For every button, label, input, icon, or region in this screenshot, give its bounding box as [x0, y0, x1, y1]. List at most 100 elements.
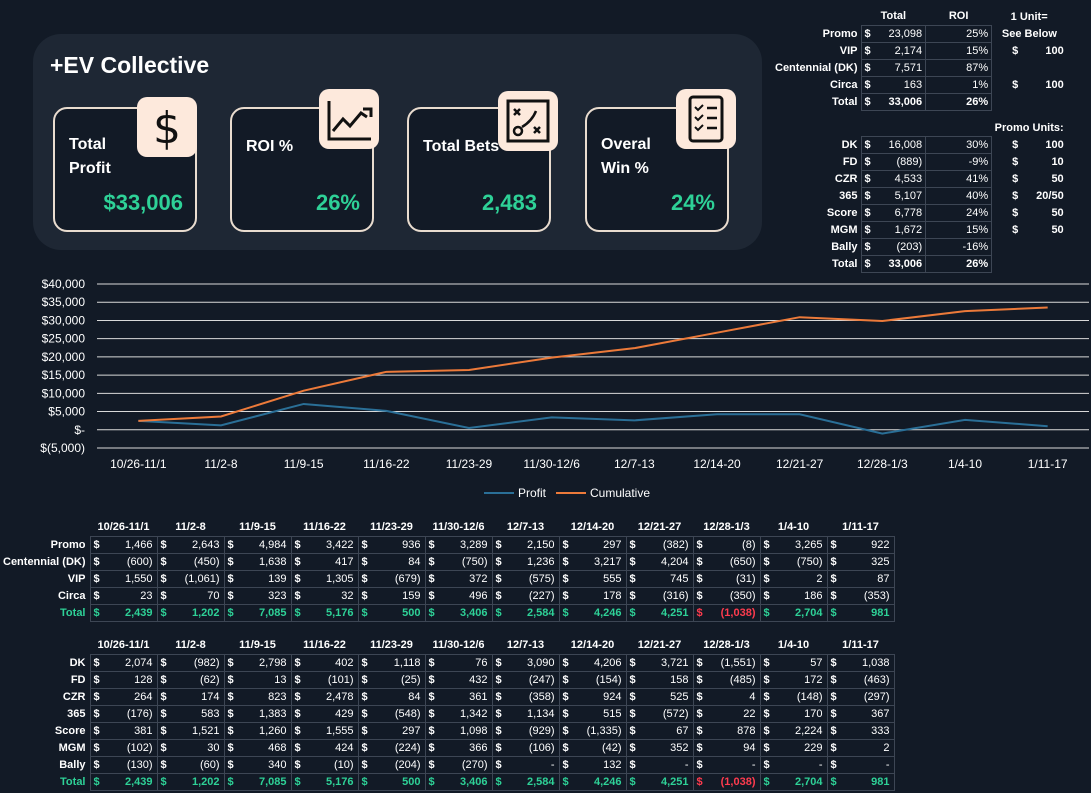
cell-value: 3,090 — [504, 653, 560, 672]
row-label: CZR — [62, 690, 86, 703]
row-label: DK — [69, 656, 86, 669]
cell-value: (1,551) — [705, 653, 761, 672]
week-header: 11/23-29 — [370, 521, 413, 534]
cell-value: 583 — [169, 704, 225, 723]
cell-value: - — [504, 755, 560, 774]
unit-dollar: $ — [1012, 206, 1019, 219]
weekly-group-table: 10/26-11/1 11/2-8 11/9-15 11/16-22 11/23-29 1… — [0, 519, 895, 622]
dollar-sign: $ — [625, 535, 638, 554]
dollar-sign: $ — [491, 687, 504, 706]
dollar-sign: $ — [223, 721, 236, 740]
week-header: 1/4-10 — [777, 521, 810, 534]
weekly-book-table: 10/26-11/1 11/2-8 11/9-15 11/16-22 11/23-29 1… — [0, 637, 895, 791]
book-roi: 26% — [925, 254, 993, 273]
dollar-sign: $ — [223, 755, 236, 774]
dollar-sign: $ — [625, 653, 638, 672]
dollar-sign: $ — [89, 535, 102, 554]
dollar-sign: $ — [759, 687, 772, 706]
dollar-sign: $ — [692, 772, 705, 791]
row-label: Centennial (DK) — [3, 555, 86, 568]
y-tick-label: $10,000 — [42, 386, 86, 400]
row-label: VIP — [67, 572, 86, 585]
kpi-value: 26% — [315, 190, 360, 215]
dollar-sign: $ — [826, 653, 839, 672]
y-tick-label: $40,000 — [42, 277, 86, 291]
dollar-sign: $ — [89, 653, 102, 672]
book-roi: 30% — [925, 135, 993, 154]
dollar-sign: $ — [491, 738, 504, 757]
header-unit: 1 Unit= — [1010, 10, 1048, 23]
dollar-sign: $ — [625, 772, 638, 791]
row-roi: 25% — [925, 24, 993, 43]
cell-value: 159 — [370, 586, 426, 605]
week-header: 11/9-15 — [239, 639, 276, 652]
row-label: Promo — [822, 27, 858, 40]
cell-value: 87 — [839, 569, 895, 588]
dollar-sign: $ — [357, 670, 370, 689]
dollar-sign: $ — [424, 552, 437, 571]
book-label: 365 — [839, 189, 858, 202]
dollar-sign: $ — [759, 755, 772, 774]
dollar-sign: $ — [223, 772, 236, 791]
dollar-sign: $ — [156, 552, 169, 571]
dollar-sign: $ — [692, 586, 705, 605]
row-label: Total — [60, 606, 86, 619]
cell-value: (25) — [370, 670, 426, 689]
cell-value: 297 — [571, 535, 627, 554]
dollar-sign: $ — [357, 721, 370, 740]
book-total: 16,008 — [873, 135, 927, 154]
cell-value: (247) — [504, 670, 560, 689]
unit-dollar: $ — [1012, 172, 1019, 185]
cell-value: (204) — [370, 755, 426, 774]
cell-value: 823 — [236, 687, 292, 706]
cell-value: 924 — [571, 687, 627, 706]
cell-value: 178 — [571, 586, 627, 605]
dollar-sign: $ — [826, 569, 839, 588]
dollar-sign: $ — [558, 721, 571, 740]
row-label: Total — [60, 775, 86, 788]
cell-value: 186 — [772, 586, 828, 605]
book-label: Bally — [831, 240, 858, 253]
dollar-sign: $ — [156, 704, 169, 723]
row-total: 23,098 — [873, 24, 927, 43]
dollar-sign: $ — [625, 552, 638, 571]
dollar-sign: $ — [89, 772, 102, 791]
dollar-sign: $ — [290, 687, 303, 706]
dollar-sign: $ — [625, 704, 638, 723]
x-tick-label: 12/14-20 — [693, 457, 741, 471]
week-header: 12/7-13 — [506, 521, 545, 534]
cell-value: 5,176 — [303, 772, 359, 791]
week-header: 10/26-11/1 — [97, 639, 150, 652]
row-total: 2,174 — [873, 41, 927, 60]
profit-line-chart: $(5,000) $- $5,000 $10,000 $15,000 $20,000 $25… — [40, 277, 1089, 500]
cell-value: 2,150 — [504, 535, 560, 554]
dollar-sign: $ — [625, 721, 638, 740]
week-header: 12/28-1/3 — [703, 521, 750, 534]
dollar-sign: $ — [89, 755, 102, 774]
unit-value: 50 — [1051, 223, 1064, 236]
cell-value: (106) — [504, 738, 560, 757]
dollar-sign: $ — [89, 552, 102, 571]
cell-value: 5,176 — [303, 603, 359, 622]
row-label: Bally — [59, 758, 86, 771]
cell-value: 13 — [236, 670, 292, 689]
dollar-sign: $ — [156, 653, 169, 672]
dollar-sign: $ — [625, 738, 638, 757]
see-below-note: See Below — [1001, 27, 1057, 40]
row-label: VIP — [839, 44, 858, 57]
cell-value: (353) — [839, 586, 895, 605]
dollar-sign: $ — [826, 603, 839, 622]
cell-value: 333 — [839, 721, 895, 740]
dollar-icon: $ — [137, 97, 197, 157]
cell-value: 3,422 — [303, 535, 359, 554]
week-header: 12/28-1/3 — [703, 639, 750, 652]
dollar-sign: $ — [625, 569, 638, 588]
cell-value: 4,204 — [638, 552, 694, 571]
dollar-sign: $ — [223, 535, 236, 554]
dollar-sign: $ — [223, 586, 236, 605]
unit-value: 100 — [1045, 78, 1064, 91]
week-header: 12/21-27 — [637, 521, 682, 534]
week-header: 12/21-27 — [637, 639, 682, 652]
dollar-sign: $ — [759, 535, 772, 554]
dollar-sign: $ — [290, 738, 303, 757]
